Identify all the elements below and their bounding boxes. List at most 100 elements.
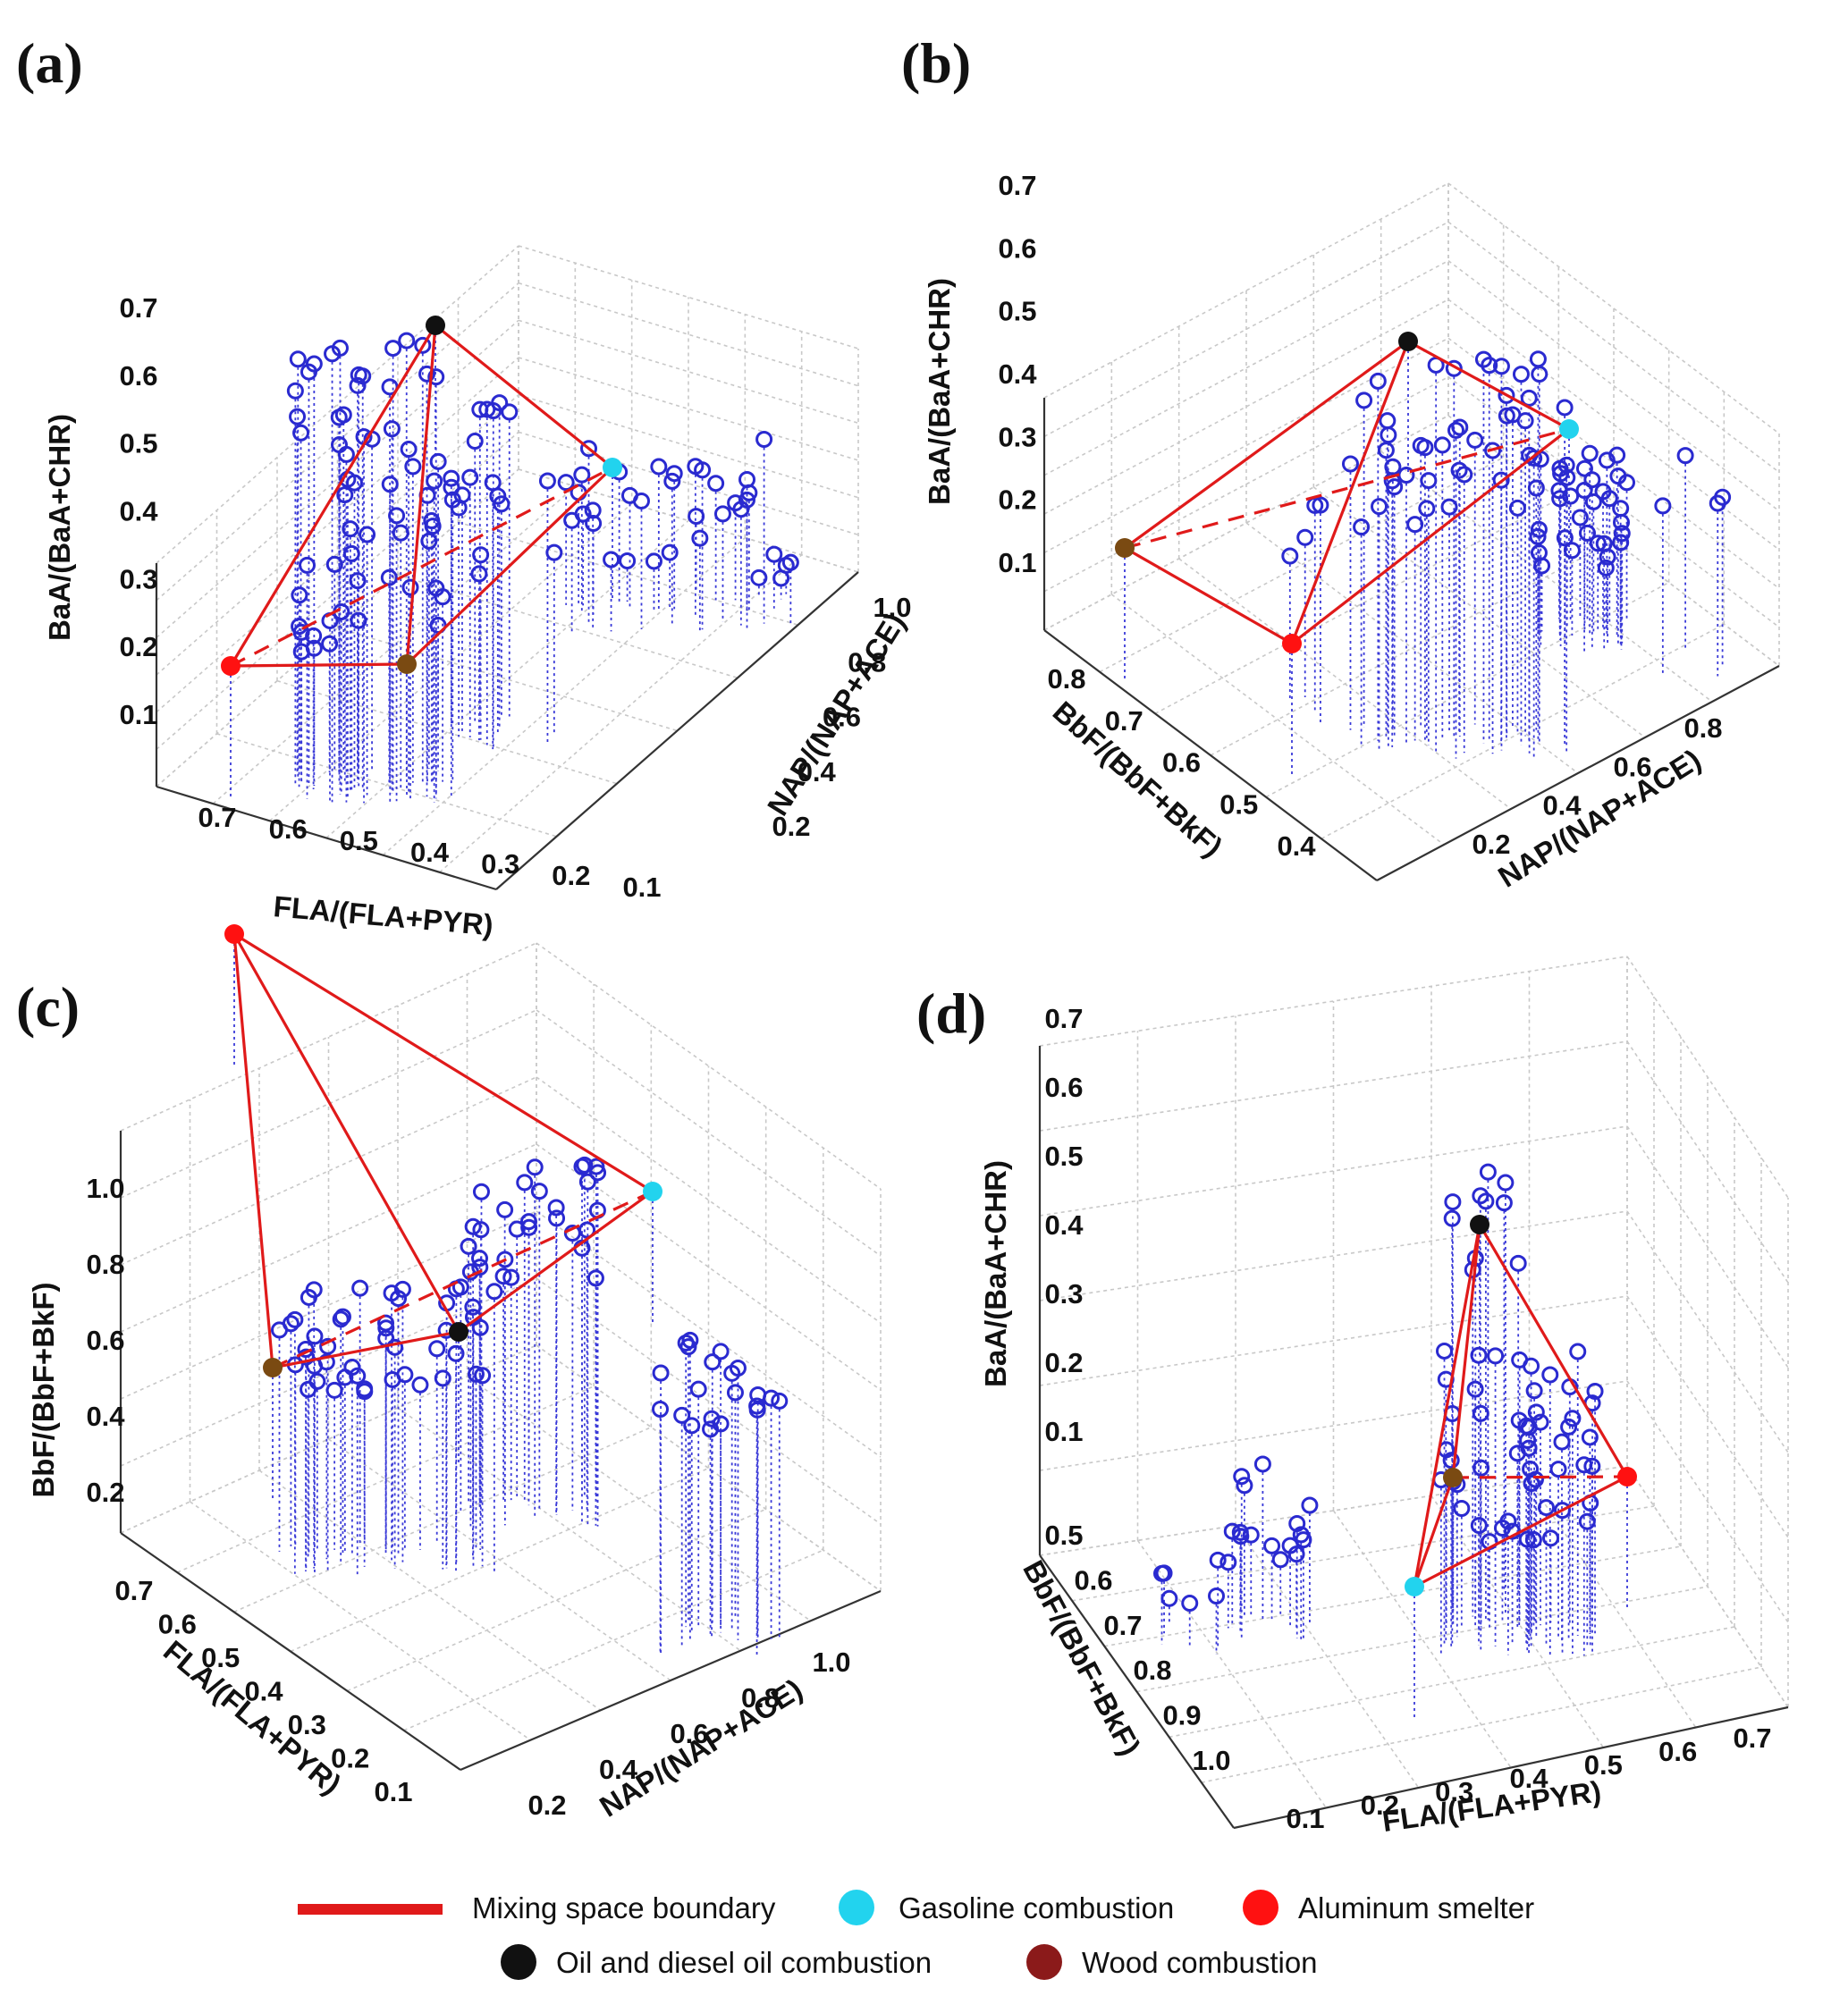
data-point [1529, 350, 1547, 368]
data-point [1369, 372, 1387, 390]
data-point [467, 1365, 485, 1383]
data-point [781, 553, 799, 571]
y-tick-label: 0.4 [797, 756, 837, 787]
data-point [1420, 472, 1438, 490]
data-point [411, 1376, 429, 1394]
legend-label-aluminum: Aluminum smelter [1298, 1891, 1534, 1924]
legend-dot-aluminum [1243, 1890, 1278, 1925]
data-point [464, 1298, 482, 1316]
grid-line [1626, 1040, 1789, 1284]
mixing-boundary-edge [458, 1190, 654, 1334]
axis-line [120, 1532, 461, 1771]
data-point [1433, 436, 1451, 454]
data-point [1600, 490, 1618, 508]
data-point [494, 1268, 512, 1285]
x-tick-label: 0.3 [288, 1709, 326, 1740]
data-point [434, 588, 451, 606]
grid-line [536, 1210, 882, 1458]
data-point [1295, 1531, 1312, 1549]
data-point [484, 474, 502, 492]
y-tick-label: 0.5 [1584, 1749, 1623, 1781]
z-tick-label: 0.6 [119, 360, 157, 392]
data-point [1508, 499, 1526, 517]
data-point [763, 1389, 781, 1407]
y-tick-label: 0.6 [823, 702, 861, 733]
gasoline-source-marker [603, 458, 622, 477]
data-point [1520, 389, 1538, 407]
data-point [520, 1218, 538, 1236]
data-point [424, 518, 442, 535]
axis-line [1376, 665, 1780, 881]
data-point [1595, 535, 1613, 552]
grid-line [518, 245, 859, 350]
z-tick-label: 0.4 [998, 358, 1037, 390]
z-tick-label: 0.4 [1044, 1209, 1084, 1241]
data-point [1551, 459, 1569, 477]
data-point [632, 492, 650, 510]
grid-line [397, 574, 738, 679]
data-point [292, 424, 310, 442]
data-point [1569, 1343, 1587, 1360]
grid-line [156, 319, 519, 638]
data-point [1242, 1526, 1260, 1544]
data-point [707, 475, 725, 493]
x-tick-label: 0.6 [158, 1609, 197, 1640]
mixing-boundary-edge [1478, 1224, 1629, 1478]
aluminum-source-marker [1282, 634, 1302, 653]
panel-letter-c: (c) [16, 975, 80, 1039]
gasoline-source-marker [1559, 419, 1579, 439]
data-point [1709, 494, 1726, 512]
grid-line [518, 319, 859, 425]
data-point [1443, 1209, 1461, 1227]
y-tick-label: 0.4 [1542, 790, 1582, 821]
data-point [1223, 1522, 1241, 1540]
data-point [319, 1337, 337, 1355]
mixing-boundary-edge [1124, 340, 1409, 550]
data-point [619, 552, 637, 569]
grid-line [518, 357, 859, 461]
oil-diesel-source-marker [1398, 332, 1418, 351]
data-point [451, 1278, 469, 1296]
grid-line [1626, 1380, 1789, 1623]
data-point [398, 332, 416, 350]
z-tick-label: 0.7 [998, 170, 1036, 201]
data-point [1613, 525, 1631, 543]
data-point [650, 458, 668, 476]
oil-diesel-source-marker [449, 1322, 468, 1342]
grid-line [325, 519, 689, 839]
y-axis-title-d: FLA/(FLA+PYR) [1380, 1774, 1603, 1838]
data-point [300, 1288, 317, 1306]
data-point [321, 635, 339, 653]
data-point [336, 486, 354, 504]
mixing-boundary-edge [1452, 1475, 1628, 1479]
data-point [380, 568, 398, 586]
data-point [331, 339, 349, 357]
data-point [1219, 1554, 1237, 1571]
y-tick-label: 0.4 [599, 1754, 638, 1785]
z-tick-label: 0.3 [998, 421, 1036, 452]
data-point [1466, 431, 1484, 449]
data-point [496, 1251, 514, 1268]
mixing-boundary-edge [272, 1330, 460, 1369]
data-point [1520, 1439, 1538, 1457]
data-point [496, 1200, 514, 1218]
data-point [1499, 1512, 1517, 1530]
data-point [471, 1250, 489, 1268]
x-tick-label: 0.5 [1219, 788, 1258, 820]
mixing-boundary-edge [434, 324, 614, 469]
data-point [325, 1381, 343, 1399]
grid-line [1043, 259, 1449, 476]
data-point [383, 420, 401, 438]
data-point [661, 543, 679, 561]
data-point [586, 1269, 604, 1287]
data-point [1524, 1531, 1542, 1549]
data-point [1575, 459, 1593, 477]
panel-b: (b) 0.1 0.2 0.3 0.4 0.5 0.6 0.7 0.8 0.7 0.6 0.5 0.4… [901, 31, 1780, 894]
y-axis-title-c: NAP/(NAP+ACE) [594, 1672, 808, 1823]
axis-line [156, 785, 497, 891]
data-point [547, 1199, 565, 1217]
data-point [1586, 1383, 1604, 1401]
data-point [427, 368, 445, 386]
grid-line [156, 282, 519, 602]
data-point [673, 1406, 691, 1424]
